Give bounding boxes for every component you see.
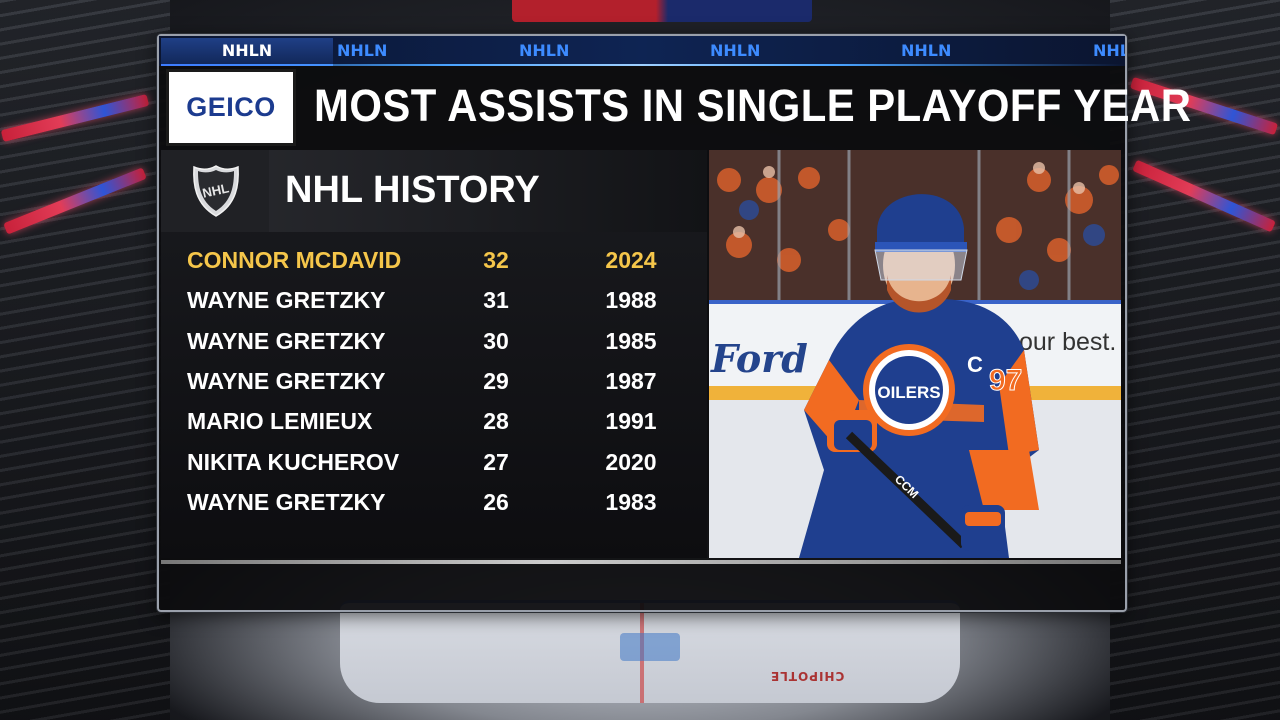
player-name: NIKITA KUCHEROV xyxy=(187,448,400,475)
ticker-item: NHLN xyxy=(519,41,570,60)
leaderboard-row: WAYNE GRETZKY 30 1985 xyxy=(161,321,707,361)
arena-seats-left xyxy=(0,0,170,720)
league-logo-box: NHL xyxy=(161,150,269,232)
rink-center-logo xyxy=(620,633,680,661)
sponsor-logo-text: GEICO xyxy=(186,92,276,122)
ticker-item-active: NHLN xyxy=(161,38,333,66)
section-header: NHL NHL HISTORY xyxy=(161,150,707,232)
jersey-crest-text: OILERS xyxy=(877,383,940,402)
season-year: 1987 xyxy=(605,367,657,394)
player-name: WAYNE GRETZKY xyxy=(187,327,386,354)
season-year: 2020 xyxy=(605,448,657,475)
assist-count: 29 xyxy=(483,367,509,394)
network-ticker: NHLN NHLN NHLN NHLN NHLN NHLN xyxy=(159,36,1125,66)
svg-text:NHL: NHL xyxy=(201,180,230,200)
broadcast-graphic-panel: NHLN NHLN NHLN NHLN NHLN NHLN GEICO MOST… xyxy=(157,34,1192,612)
section-title: NHL HISTORY xyxy=(285,169,540,211)
assist-count: 28 xyxy=(483,408,509,435)
player-photo: Ford our best. OILERS C 97 xyxy=(709,150,1121,558)
ticker-item: NHLN xyxy=(337,41,388,60)
captain-letter: C xyxy=(967,352,983,377)
season-year: 1988 xyxy=(605,287,657,314)
jersey-number: 97 xyxy=(989,364,1022,397)
player-name: WAYNE GRETZKY xyxy=(187,488,386,515)
assist-count: 26 xyxy=(483,488,509,515)
player-name: WAYNE GRETZKY xyxy=(187,287,386,314)
leaderboard-row-highlight: CONNOR MCDAVID 32 2024 xyxy=(161,240,707,280)
nhl-shield-icon: NHL xyxy=(193,165,239,217)
assist-count: 30 xyxy=(483,327,509,354)
season-year: 1991 xyxy=(605,408,657,435)
board-ad-left: Ford xyxy=(710,336,808,381)
sponsor-logo: GEICO xyxy=(166,69,296,146)
season-year: 1983 xyxy=(605,488,657,515)
panel-divider xyxy=(161,560,1121,564)
board-ad-right: our best. xyxy=(1019,328,1116,356)
assist-count: 32 xyxy=(483,247,509,273)
season-year: 1985 xyxy=(605,327,657,354)
ticker-glow-line xyxy=(159,64,1125,66)
leaderboard-row: WAYNE GRETZKY 31 1988 xyxy=(161,280,707,320)
ticker-item: NHLN xyxy=(1093,41,1125,60)
leaderboard-row: WAYNE GRETZKY 26 1983 xyxy=(161,482,707,522)
rink-adboard: CHIPOTLE xyxy=(770,669,845,683)
ticker-item: NHLN xyxy=(710,41,761,60)
player-name: MARIO LEMIEUX xyxy=(187,408,373,435)
arena-jumbotron xyxy=(512,0,812,22)
assist-count: 27 xyxy=(483,448,509,475)
leaderboard-row: WAYNE GRETZKY 29 1987 xyxy=(161,361,707,401)
ice-rink: CHIPOTLE xyxy=(340,600,960,703)
assist-count: 31 xyxy=(483,287,509,314)
season-year: 2024 xyxy=(605,247,657,273)
player-photo-illustration: Ford our best. OILERS C 97 xyxy=(709,150,1121,558)
ticker-item: NHLN xyxy=(901,41,952,60)
player-name: CONNOR MCDAVID xyxy=(187,247,402,273)
graphic-title: MOST ASSISTS IN SINGLE PLAYOFF YEAR xyxy=(314,80,1192,131)
leaderboard-row: NIKITA KUCHEROV 27 2020 xyxy=(161,442,707,482)
player-name: WAYNE GRETZKY xyxy=(187,367,386,394)
leaderboard-row: MARIO LEMIEUX 28 1991 xyxy=(161,401,707,441)
stats-table: NHL NHL HISTORY CONNOR MCDAVID 32 2024 WAYN… xyxy=(161,150,707,558)
